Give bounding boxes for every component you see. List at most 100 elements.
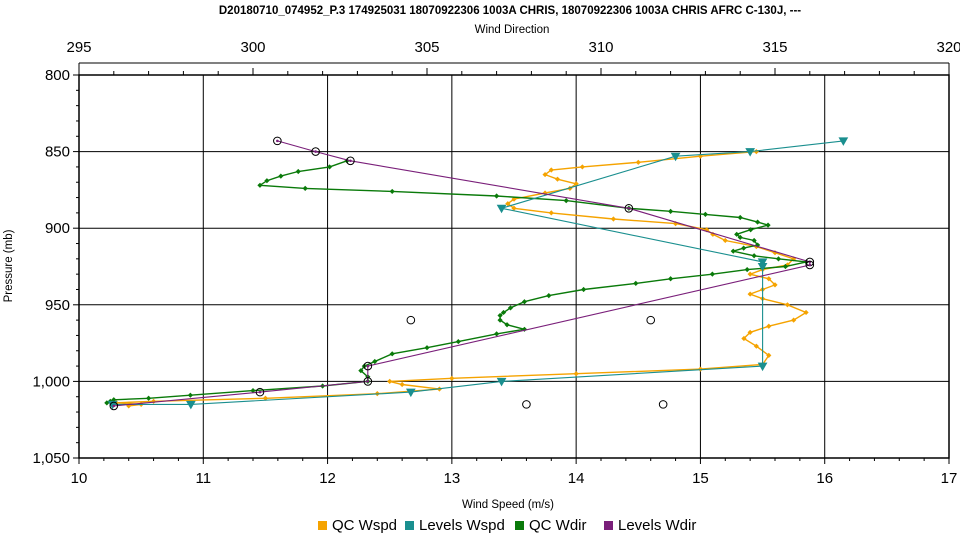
series [104,136,849,411]
data-point-marker [737,214,743,221]
data-point-marker [372,358,378,365]
data-point-marker [273,136,282,146]
data-point-marker [500,309,507,316]
data-point-marker [405,388,416,398]
data-point-marker [581,286,587,293]
data-point-marker [753,343,759,349]
legend-label: QC Wspd [332,517,397,534]
series-qc-wspd [113,149,809,409]
data-point-marker [326,164,333,170]
bottom-axis-tick-label: 15 [692,470,709,487]
y-axis-tick-label: 1,000 [32,373,70,390]
data-point-marker [563,198,569,204]
data-point-marker [784,302,791,308]
data-point-marker [668,276,674,282]
bottom-axis-tick-label: 11 [195,470,211,487]
legend-label: Levels Wspd [419,517,505,534]
data-point-marker [741,245,747,251]
top-axis-tick-label: 310 [588,39,613,56]
data-point-marker-center [258,390,262,394]
data-point-marker [554,176,561,182]
data-point-marker [747,271,753,277]
data-point-marker [185,400,196,410]
data-point-marker-center [627,206,631,210]
data-point-marker [109,401,119,411]
data-point-marker [455,338,461,345]
series-line [113,140,811,407]
data-point-marker [753,149,759,155]
bottom-axis-label: Wind Speed (m/s) [462,499,554,511]
data-point-marker [784,262,791,268]
chart-title: D20180710_074952_P.3 174925031 180709223… [219,5,801,17]
top-axis-tick-label: 320 [936,39,960,56]
legend-swatch [405,521,414,530]
data-point-marker [507,305,514,311]
y-axis-tick-label: 1,050 [32,450,70,467]
open-circle-point [658,400,668,409]
grid [79,75,949,458]
data-point-marker [766,276,772,282]
data-point-marker [187,392,193,398]
legend-swatch [604,521,613,530]
data-point-marker [363,361,373,371]
open-circle-point [406,315,416,325]
bottom-axis-tick-label: 14 [568,470,585,487]
legend-item-levels-wspd[interactable]: Levels Wspd [405,517,505,534]
data-point-marker [497,312,503,319]
data-point-marker-center [276,139,279,143]
data-point-marker [346,156,355,166]
data-point-marker [747,329,753,335]
data-point-marker [755,219,761,225]
unconnected-points [406,315,668,409]
data-point-marker [521,299,528,305]
data-point-marker [766,352,772,358]
top-axis-tick-label: 295 [66,39,91,56]
data-point-marker [805,260,815,270]
data-point-marker [633,280,639,286]
legend[interactable]: QC Wspd Levels Wspd QC Wdir Levels Wdir [318,517,696,534]
data-point-marker [741,335,747,342]
data-point-marker [494,193,500,199]
data-point-marker [757,362,768,372]
series-levels-wspd [107,137,849,410]
y-axis-tick-label: 900 [45,220,70,237]
data-point-marker [702,211,708,218]
data-point-marker [505,201,511,207]
data-point-marker [747,291,753,297]
data-point-marker [838,137,849,146]
legend-item-levels-wdir[interactable]: Levels Wdir [604,517,696,534]
data-point-marker [250,387,256,394]
top-axis-tick-label: 300 [240,39,265,56]
data-point-marker [722,237,728,244]
data-point-marker [748,227,754,233]
data-point-marker [772,282,778,288]
data-point-marker [775,256,782,262]
data-point-marker-center [366,364,370,368]
data-point-marker [449,375,455,381]
legend-swatch [318,521,327,530]
data-point-marker [709,271,715,277]
data-point-marker [734,231,740,237]
data-point-marker [504,322,510,328]
open-circle-point [522,400,531,409]
data-point-marker [791,317,797,323]
data-point-marker [358,368,364,374]
legend-item-qc-wspd[interactable]: QC Wspd [318,517,397,534]
top-axis-tick-label: 305 [414,39,439,56]
data-point-marker [389,351,395,357]
data-point-marker-center [349,159,352,163]
axes: 10 11 12 13 14 15 16 17 295 300 305 310 315 320 800 850… [32,39,960,487]
data-point-marker-center [366,380,370,383]
data-point-marker [737,234,743,240]
data-point-marker [494,331,500,337]
bottom-axis-tick-label: 17 [941,470,958,487]
top-axis-label: Wind Direction [475,24,550,36]
data-point-marker-center [808,263,812,267]
data-point-marker [389,188,395,195]
data-point-marker-center [112,404,116,408]
y-axis-tick-label: 800 [45,67,70,84]
data-point-marker [668,208,674,214]
legend-item-qc-wdir[interactable]: QC Wdir [515,517,587,534]
data-point-marker [751,237,757,244]
